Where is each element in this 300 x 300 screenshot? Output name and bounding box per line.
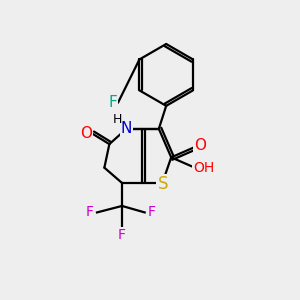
Text: OH: OH [193, 161, 214, 175]
Text: F: F [85, 206, 94, 219]
Text: S: S [158, 175, 168, 193]
Text: N: N [121, 121, 132, 136]
Text: O: O [80, 126, 92, 141]
Text: F: F [118, 228, 126, 242]
Text: F: F [109, 95, 117, 110]
Text: H: H [112, 113, 122, 127]
Text: F: F [148, 206, 156, 219]
Text: O: O [194, 138, 206, 153]
